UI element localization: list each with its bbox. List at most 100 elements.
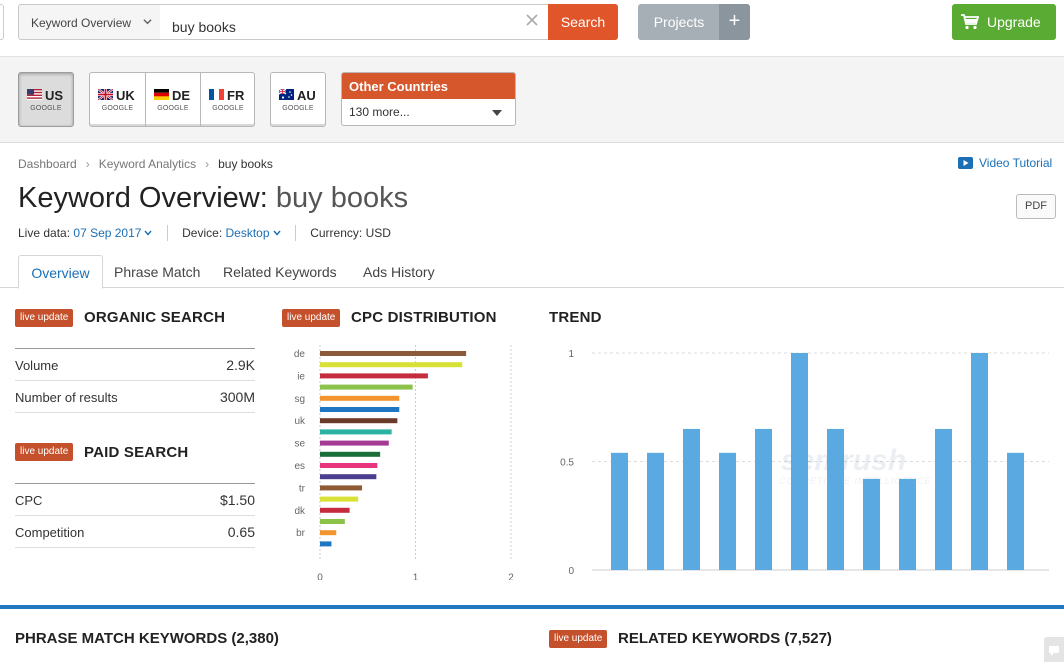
trend-bar xyxy=(647,452,664,570)
watermark-tagline: COMPETITIVE INTELLIGENCE xyxy=(779,476,932,486)
tab-ads-history[interactable]: Ads History xyxy=(363,264,435,280)
live-update-badge: live update xyxy=(15,309,74,327)
metric-label: Volume xyxy=(15,358,59,373)
date-selector[interactable]: 07 Sep 2017 xyxy=(73,226,152,240)
au-flag-icon xyxy=(279,89,294,100)
feedback-tab[interactable] xyxy=(1044,637,1064,662)
country-group-eu: UK GOOGLE DE GOOGLE FR GOOGLE xyxy=(89,72,255,127)
country-code: DE xyxy=(172,88,191,103)
live-update-badge: live update xyxy=(15,443,74,461)
tab-overview[interactable]: Overview xyxy=(18,255,103,289)
cpc-bar xyxy=(320,519,345,524)
chat-icon xyxy=(1049,646,1059,656)
country-label: tr xyxy=(299,483,306,494)
cpc-bar xyxy=(320,485,363,491)
y-tick-label: 0 xyxy=(568,566,574,577)
country-us[interactable]: US GOOGLE xyxy=(18,72,74,127)
keyword-search-input[interactable] xyxy=(160,4,549,40)
cpc-bar xyxy=(320,395,400,401)
y-tick-label: 0.5 xyxy=(560,458,574,469)
paid-search-table: CPC $1.50 Competition 0.65 xyxy=(15,483,255,548)
live-update-badge: live update xyxy=(282,309,341,327)
pdf-export-button[interactable]: PDF xyxy=(1016,194,1056,219)
play-icon xyxy=(958,157,973,169)
video-tutorial-link[interactable]: Video Tutorial xyxy=(958,156,1052,170)
country-au-cell: AU GOOGLE xyxy=(271,73,325,126)
left-edge-control[interactable] xyxy=(0,4,4,40)
cpc-bar xyxy=(320,541,332,547)
page-title-keyword: buy books xyxy=(275,182,409,214)
clear-icon[interactable] xyxy=(525,13,539,27)
y-tick-label: 1 xyxy=(568,349,574,360)
country-label: se xyxy=(294,439,305,450)
cpc-bar xyxy=(320,373,428,379)
breadcrumb: Dashboard › Keyword Analytics › buy books xyxy=(18,157,273,171)
search-button[interactable]: Search xyxy=(548,4,618,40)
metric-value: $1.50 xyxy=(219,492,255,508)
country-label: es xyxy=(294,461,305,472)
country-fr[interactable]: FR GOOGLE xyxy=(200,73,255,126)
top-bar: Keyword Overview Search Projects + Upgra… xyxy=(0,0,1064,57)
country-label: de xyxy=(294,349,306,360)
report-type-select[interactable]: Keyword Overview xyxy=(18,4,161,40)
device-label: Device: xyxy=(182,226,223,240)
trend-bar xyxy=(791,353,808,570)
currency-label: Currency: USD xyxy=(310,226,391,240)
country-label: br xyxy=(296,528,306,539)
report-type-value: Keyword Overview xyxy=(31,16,132,30)
search-engine-label: GOOGLE xyxy=(282,105,314,112)
breadcrumb-separator-icon: › xyxy=(85,157,90,171)
cpc-bar xyxy=(320,496,359,502)
trend-bar xyxy=(611,452,628,570)
cpc-distribution-chart: 0 1 2 de ie sg uk se es tr dk br xyxy=(294,345,514,580)
upgrade-label: Upgrade xyxy=(987,14,1041,30)
x-tick-label: 0 xyxy=(317,573,323,580)
upgrade-button[interactable]: Upgrade xyxy=(952,4,1056,40)
cpc-bar xyxy=(320,463,378,468)
tab-related-keywords[interactable]: Related Keywords xyxy=(223,264,337,280)
trend-bar xyxy=(899,478,916,570)
device-selector[interactable]: Desktop xyxy=(226,226,281,240)
video-tutorial-label: Video Tutorial xyxy=(979,156,1053,170)
other-countries-title: Other Countries xyxy=(342,73,515,99)
breadcrumb-separator-icon: › xyxy=(205,157,210,171)
country-au[interactable]: AU GOOGLE xyxy=(270,72,326,127)
tab-phrase-match[interactable]: Phrase Match xyxy=(114,264,201,280)
cpc-bar xyxy=(320,351,467,356)
search-engine-label: GOOGLE xyxy=(30,105,62,112)
cart-icon xyxy=(961,14,979,30)
date-value: 07 Sep 2017 xyxy=(73,226,142,240)
table-row: CPC $1.50 xyxy=(15,484,255,516)
breadcrumb-keyword-analytics[interactable]: Keyword Analytics xyxy=(98,157,197,171)
country-code: FR xyxy=(227,88,245,103)
country-uk[interactable]: UK GOOGLE xyxy=(90,73,145,126)
country-label: sg xyxy=(294,394,305,405)
table-row: Number of results 300M xyxy=(15,381,255,413)
trend-bar xyxy=(755,428,772,570)
country-de[interactable]: DE GOOGLE xyxy=(145,73,200,126)
country-label: uk xyxy=(294,416,306,427)
add-project-button[interactable]: + xyxy=(719,4,750,40)
country-code: UK xyxy=(116,88,135,103)
other-countries-select[interactable]: Other Countries 130 more... xyxy=(341,72,516,126)
metric-label: CPC xyxy=(15,493,43,508)
device-value: Desktop xyxy=(225,226,270,240)
metric-label: Number of results xyxy=(15,390,118,405)
cpc-bar xyxy=(320,384,413,390)
meta-divider xyxy=(294,225,296,241)
projects-button[interactable]: Projects xyxy=(638,4,720,40)
breadcrumb-dashboard[interactable]: Dashboard xyxy=(18,157,77,171)
chevron-down-icon xyxy=(144,230,152,236)
phrase-match-keywords-title: PHRASE MATCH KEYWORDS (2,380) xyxy=(15,630,279,647)
trend-bar xyxy=(971,353,988,570)
cpc-bar xyxy=(320,418,398,424)
chevron-down-icon xyxy=(272,230,281,236)
organic-search-table: Volume 2.9K Number of results 300M xyxy=(15,348,255,413)
de-flag-icon xyxy=(154,89,169,100)
trend-bar xyxy=(863,478,880,570)
metric-value: 0.65 xyxy=(227,524,255,540)
breadcrumb-current: buy books xyxy=(218,157,273,171)
report-meta: Live data: 07 Sep 2017 Device: Desktop C… xyxy=(18,225,391,241)
cpc-bar xyxy=(320,474,377,480)
dropdown-arrow-icon xyxy=(492,110,502,116)
